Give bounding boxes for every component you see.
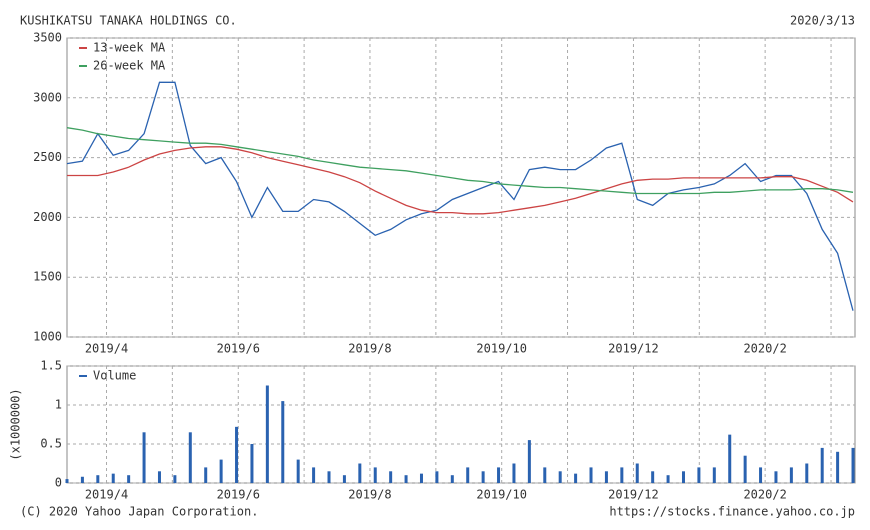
bar xyxy=(574,473,578,483)
x-tick-label: 2019/6 xyxy=(217,488,260,502)
x-tick-label: 2019/12 xyxy=(608,342,659,356)
x-tick-label: 2019/12 xyxy=(608,488,659,502)
x-tick-label: 2019/6 xyxy=(217,342,260,356)
line xyxy=(66,127,854,195)
bar xyxy=(96,475,100,483)
bar xyxy=(712,467,716,483)
bar xyxy=(604,471,608,483)
legend-label: 26-week MA xyxy=(93,59,166,73)
bar xyxy=(681,471,685,483)
legend-label: 13-week MA xyxy=(93,41,166,55)
bar xyxy=(666,475,670,483)
x-tick-label: 2019/10 xyxy=(476,342,527,356)
chart-title: KUSHIKATSU TANAKA HOLDINGS CO. xyxy=(20,14,237,28)
bar xyxy=(836,451,840,483)
bar xyxy=(358,463,362,483)
bar xyxy=(589,467,593,483)
bar xyxy=(774,471,778,483)
source-url: https://stocks.finance.yahoo.co.jp xyxy=(609,505,855,519)
bar xyxy=(188,432,192,483)
y-tick-label: 1.5 xyxy=(40,359,62,373)
bar xyxy=(435,471,439,483)
x-tick-label: 2020/2 xyxy=(743,342,786,356)
plot-area xyxy=(66,37,856,338)
bar xyxy=(65,479,69,483)
y-tick-label: 0.5 xyxy=(40,437,62,451)
legend-label: Volume xyxy=(93,369,136,383)
bar xyxy=(127,475,131,483)
copyright: (C) 2020 Yahoo Japan Corporation. xyxy=(20,505,258,519)
bar xyxy=(296,459,300,483)
y-tick-label: 1000 xyxy=(33,330,62,344)
bar xyxy=(527,440,531,483)
bar xyxy=(497,467,501,483)
bar xyxy=(235,426,239,483)
bar xyxy=(759,467,763,483)
bar xyxy=(466,467,470,483)
bar xyxy=(805,463,809,483)
bar xyxy=(697,467,701,483)
y-tick-label: 1500 xyxy=(33,270,62,284)
x-tick-label: 2019/8 xyxy=(348,488,391,502)
bar xyxy=(389,471,393,483)
bar xyxy=(265,385,269,483)
bar xyxy=(789,467,793,483)
bar xyxy=(820,447,824,483)
bar xyxy=(142,432,146,483)
bar xyxy=(851,447,855,483)
bar xyxy=(743,455,747,483)
bar xyxy=(80,476,84,483)
bar xyxy=(327,471,331,483)
x-tick-label: 2019/10 xyxy=(476,488,527,502)
bar xyxy=(543,467,547,483)
bar xyxy=(728,434,732,483)
bar xyxy=(219,459,223,483)
bar xyxy=(250,444,254,483)
x-tick-label: 2020/2 xyxy=(743,488,786,502)
y-tick-label: 3500 xyxy=(33,31,62,45)
line xyxy=(67,146,854,215)
bar xyxy=(111,473,115,483)
bar xyxy=(204,467,208,483)
date: 2020/3/13 xyxy=(790,14,855,28)
bar xyxy=(281,401,285,483)
bar xyxy=(312,467,316,483)
plot-area xyxy=(66,365,856,484)
bar xyxy=(512,463,516,483)
x-tick-label: 2019/4 xyxy=(85,342,128,356)
bar xyxy=(419,473,423,483)
y-tick-label: 3000 xyxy=(33,90,62,104)
bar xyxy=(635,463,639,483)
y-tick-label: 0 xyxy=(55,476,62,490)
bar xyxy=(481,471,485,483)
x-tick-label: 2019/8 xyxy=(348,342,391,356)
bar xyxy=(450,475,454,483)
bar xyxy=(558,471,562,483)
bar xyxy=(404,475,408,483)
bar xyxy=(620,467,624,483)
line xyxy=(66,81,854,311)
y-tick-label: 2000 xyxy=(33,210,62,224)
bar xyxy=(373,467,377,483)
bar xyxy=(173,475,177,483)
bar xyxy=(157,471,161,483)
x-tick-label: 2019/4 xyxy=(85,488,128,502)
y-tick-label: 1 xyxy=(55,398,62,412)
y-axis-label: (x1000000) xyxy=(9,388,23,460)
bar xyxy=(651,471,655,483)
y-tick-label: 2500 xyxy=(33,150,62,164)
bar xyxy=(342,475,346,483)
